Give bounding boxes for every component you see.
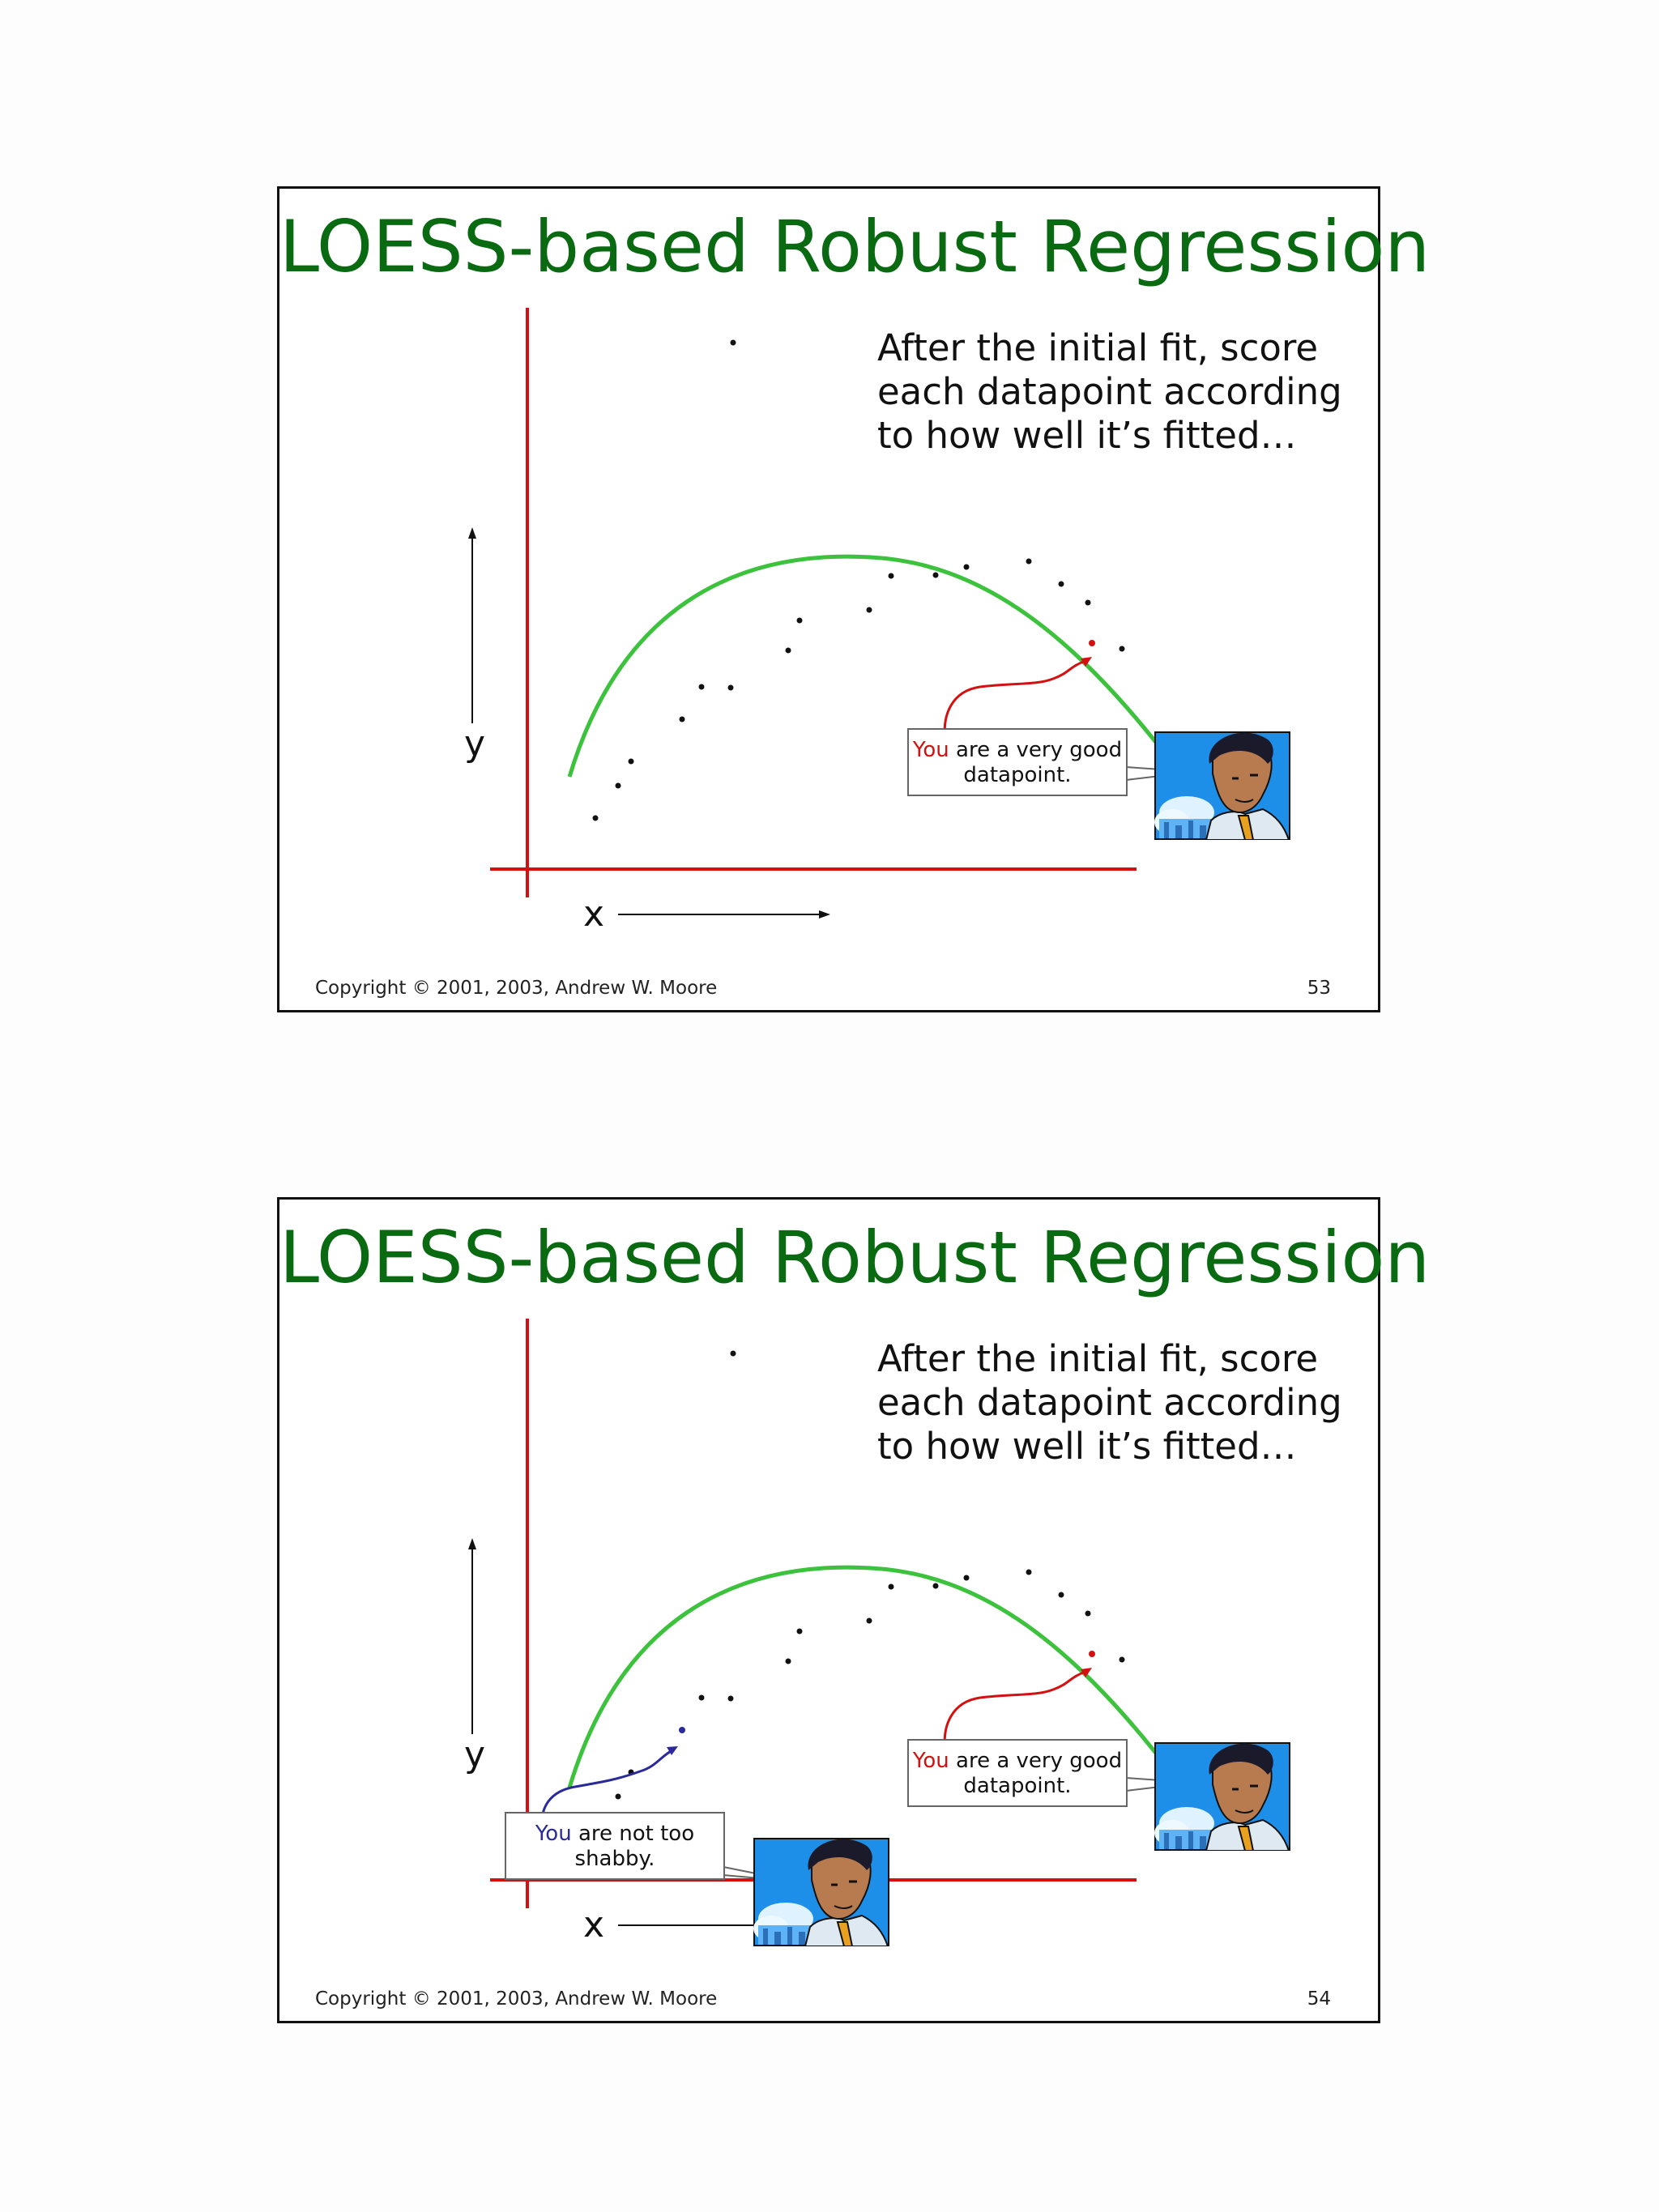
slide-53: LOESS-based Robust Regression (277, 186, 1431, 1012)
datapoint (1119, 1656, 1125, 1663)
datapoint (866, 1617, 872, 1624)
businessman-clipart-icon (1154, 731, 1290, 840)
slide-title: LOESS-based Robust Regression (279, 205, 1431, 288)
fit-curve (567, 554, 1207, 809)
callout-you: You (912, 1749, 949, 1773)
datapoint (963, 1575, 970, 1581)
datapoint (1085, 599, 1091, 606)
y-axis-label: y (464, 723, 485, 765)
datapoint (1058, 581, 1064, 587)
datapoint (888, 573, 894, 579)
datapoint (796, 1628, 803, 1634)
datapoint (679, 716, 685, 722)
callout-text: are a very good datapoint. (949, 1749, 1123, 1798)
businessman-clipart-icon (1154, 1742, 1290, 1851)
copyright-footer: Copyright © 2001, 2003, Andrew W. Moore (315, 978, 718, 999)
datapoint-highlighted (1089, 640, 1095, 646)
datapoint (727, 1695, 734, 1702)
callout-you: You (912, 738, 949, 762)
datapoint (1026, 558, 1032, 565)
slide-title: LOESS-based Robust Regression (279, 1216, 1431, 1299)
datapoint-highlighted (679, 1727, 685, 1733)
datapoint (1026, 1569, 1032, 1575)
datapoint (785, 1658, 791, 1664)
page-number: 53 (1307, 978, 1331, 999)
pointer-arrow-red (943, 1670, 1086, 1751)
datapoint (698, 1694, 705, 1701)
callout-you: You (535, 1822, 572, 1846)
slide-54: LOESS-based Robust Regression (277, 1197, 1431, 2023)
businessman-clipart-icon (753, 1838, 889, 1946)
datapoint (615, 782, 621, 789)
copyright-footer: Copyright © 2001, 2003, Andrew W. Moore (315, 1988, 718, 2010)
slide-caption: After the initial fit, score each datapo… (877, 1337, 1342, 1468)
callout-text: are a very good datapoint. (949, 738, 1123, 787)
x-axis-label: x (583, 893, 604, 935)
datapoint (592, 815, 599, 821)
datapoints (592, 339, 1125, 821)
datapoint (615, 1793, 621, 1800)
x-axis-label: x (583, 1904, 604, 1946)
datapoint (1085, 1610, 1091, 1617)
datapoint (963, 564, 970, 570)
fit-curve (567, 1565, 1207, 1820)
datapoint (698, 684, 705, 690)
datapoint (866, 607, 872, 613)
datapoint (785, 647, 791, 654)
page-number: 54 (1307, 1988, 1331, 2010)
datapoint-highlighted (1089, 1651, 1095, 1657)
datapoint (1058, 1592, 1064, 1598)
datapoint (932, 572, 939, 578)
y-axis-label: y (464, 1734, 485, 1775)
datapoint (1119, 646, 1125, 652)
datapoint (730, 339, 736, 346)
callout-text: are not too shabby. (571, 1822, 695, 1871)
callout-not-too-shabby: You are not too shabby. (505, 1812, 725, 1880)
pointer-arrow-red (943, 659, 1086, 740)
datapoint (727, 684, 734, 691)
callout-good-datapoint: You are a very good datapoint. (907, 728, 1128, 796)
datapoint (932, 1583, 939, 1589)
datapoint (730, 1350, 736, 1357)
datapoint (888, 1583, 894, 1590)
scatter-plot: y x (464, 308, 1207, 935)
datapoint (628, 758, 634, 765)
pointer-arrow-blue (540, 1749, 673, 1832)
slide-caption: After the initial fit, score each datapo… (877, 326, 1342, 457)
callout-good-datapoint: You are a very good datapoint. (907, 1739, 1128, 1807)
datapoints (615, 1350, 1125, 1800)
datapoint (796, 617, 803, 624)
